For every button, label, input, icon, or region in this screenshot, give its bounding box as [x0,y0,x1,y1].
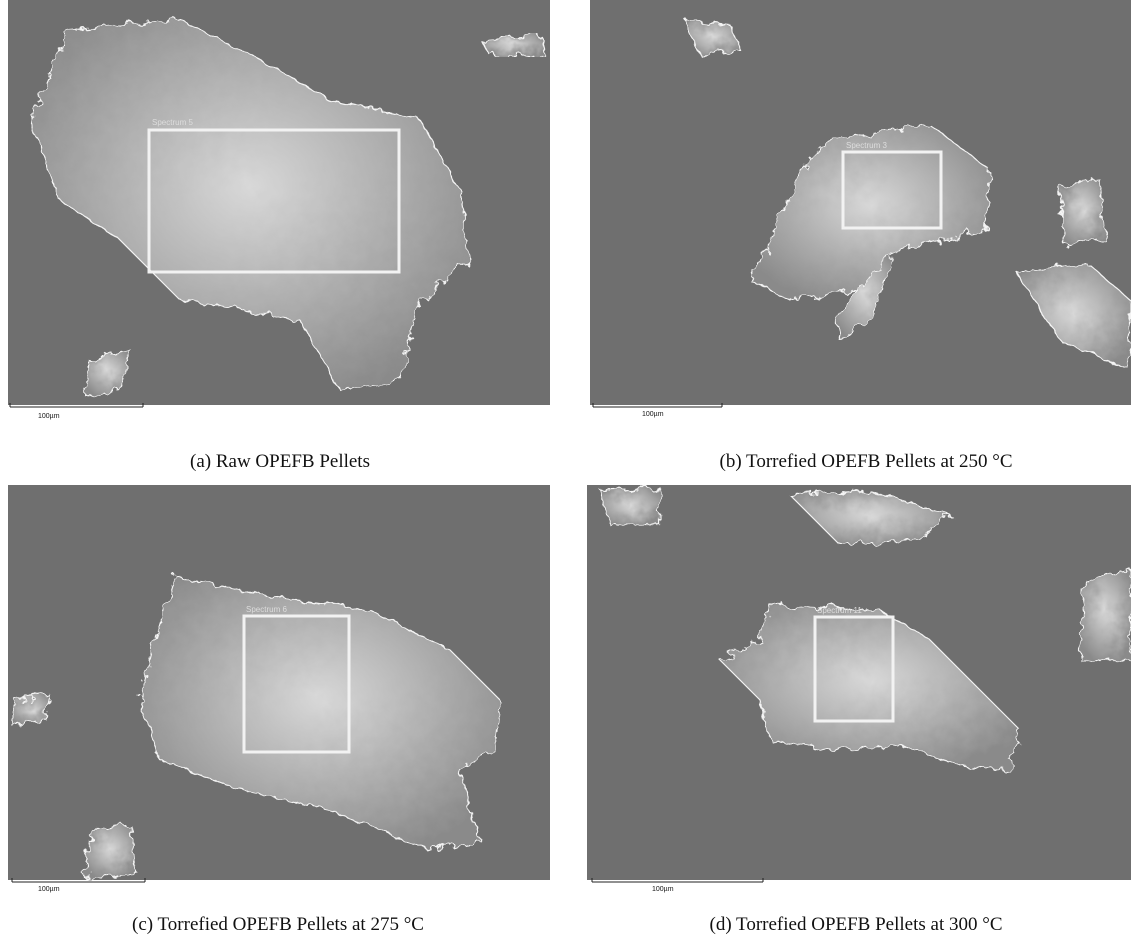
particle [85,825,135,878]
particle [600,488,660,525]
panel-c: Spectrum 6 100µm (c) Torrefied OPEFB Pel… [8,485,550,935]
panel-d: Spectrum 11 100µm (d) Torrefied OPEFB Pe… [587,485,1131,935]
scale-label: 100µm [652,886,674,893]
panel-a: Spectrum 5 100µm (a) Raw OPEFB Pellets [8,0,550,472]
spectrum-label: Spectrum 3 [846,141,887,150]
caption: (b) Torrefied OPEFB Pellets at 250 °C [720,451,1013,472]
scale-label: 100µm [38,886,60,893]
scale-label: 100µm [642,411,664,418]
particle [12,695,50,725]
spectrum-label: Spectrum 11 [817,606,862,615]
caption: (a) Raw OPEFB Pellets [190,451,370,472]
panel-b: Spectrum 3 100µm (b) Torrefied OPEFB Pel… [590,0,1131,472]
caption: (c) Torrefied OPEFB Pellets at 275 °C [132,914,424,935]
particle [1060,180,1105,245]
figure: Spectrum 5 100µm (a) Raw OPEFB Pellets S… [0,0,1131,944]
page: Spectrum 5 100µm (a) Raw OPEFB Pellets S… [0,0,1131,944]
scale-label: 100µm [38,413,60,420]
spectrum-label: Spectrum 6 [246,605,287,614]
spectrum-label: Spectrum 5 [152,118,193,127]
particle [1080,570,1131,660]
caption: (d) Torrefied OPEFB Pellets at 300 °C [710,914,1003,935]
